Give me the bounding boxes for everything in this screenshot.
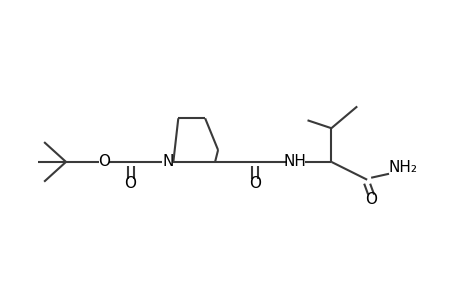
Text: O: O [364,192,376,207]
Text: O: O [98,154,110,169]
Text: O: O [248,176,260,191]
Text: O: O [124,176,136,191]
Text: NH: NH [283,154,305,169]
Text: N: N [162,154,174,169]
Text: NH₂: NH₂ [387,160,416,175]
